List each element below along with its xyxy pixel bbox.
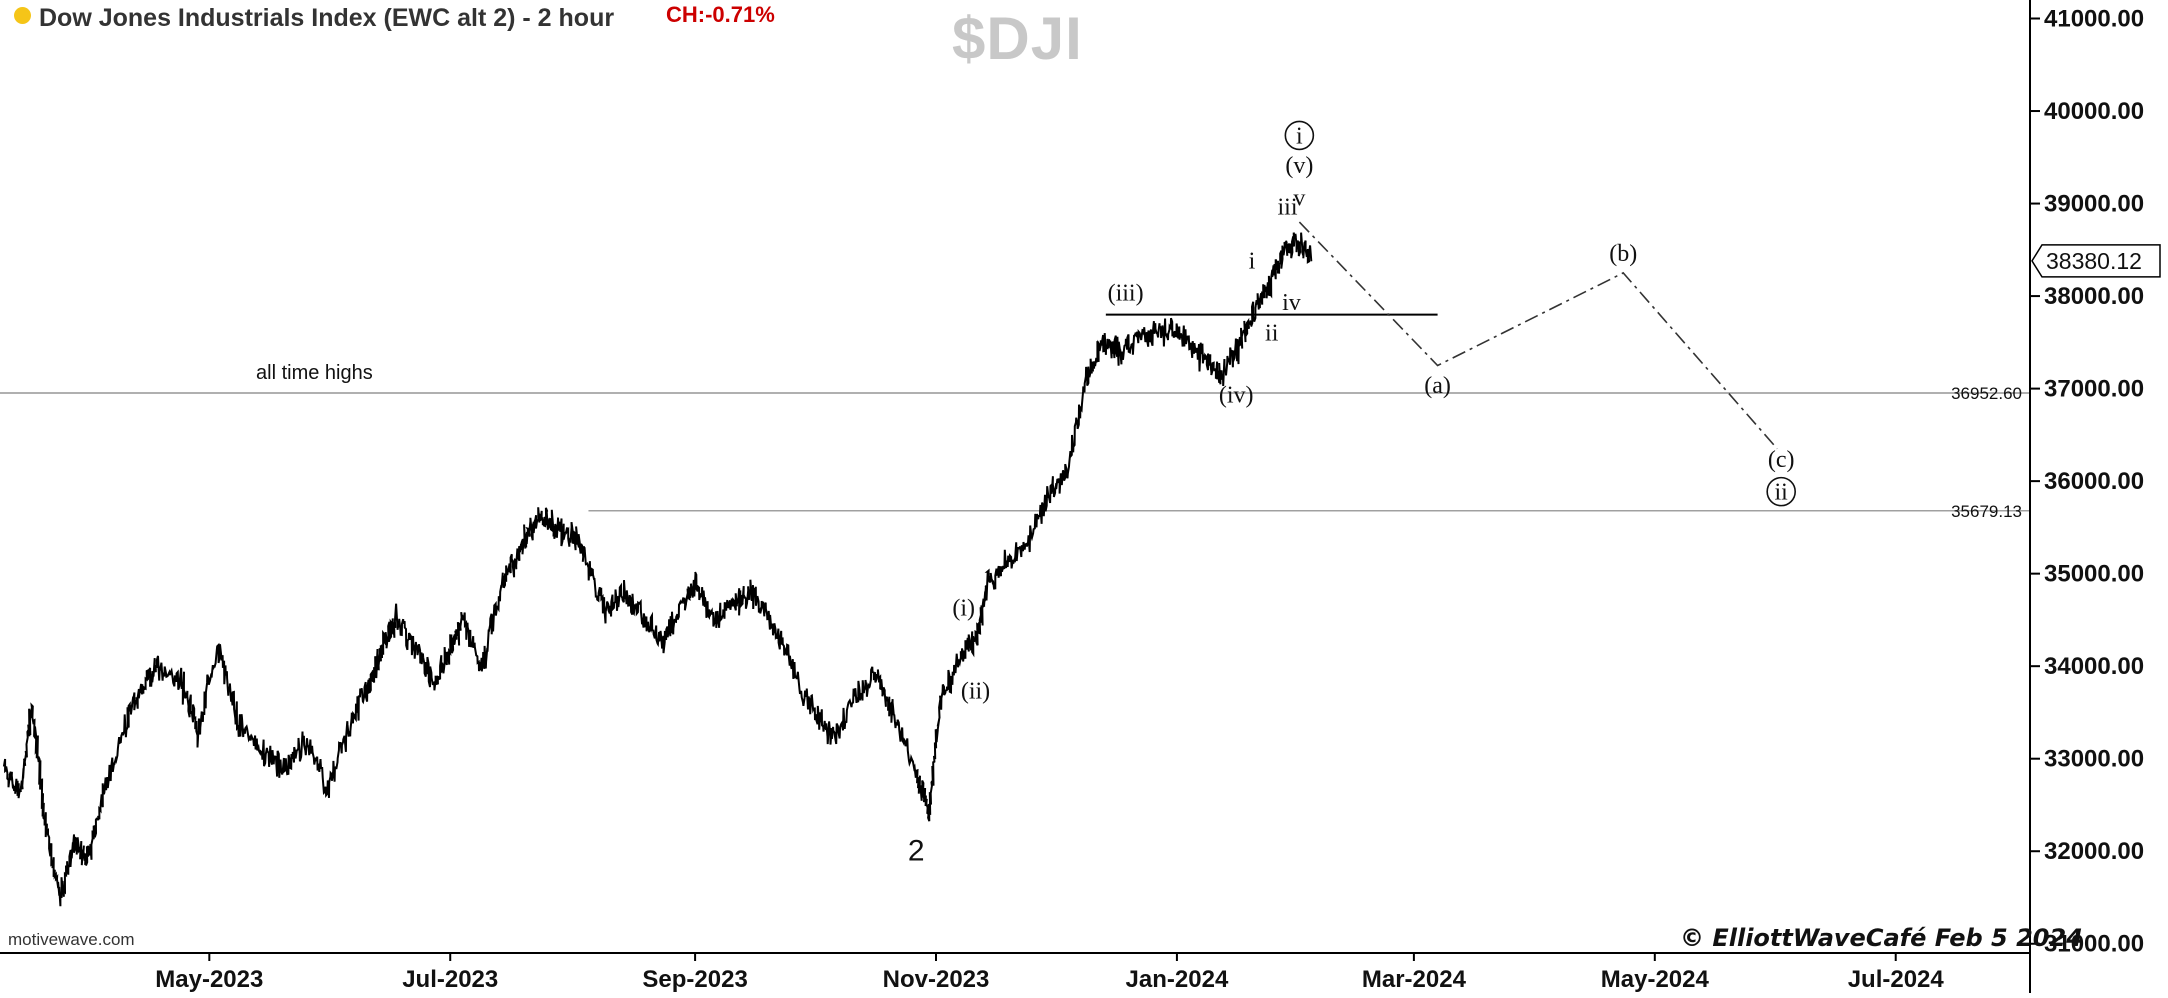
wave-label: (iii) bbox=[1108, 281, 1144, 307]
x-tick-label: Jul-2023 bbox=[402, 966, 498, 993]
wave-label-circle bbox=[1766, 476, 1796, 507]
wave-label-circle bbox=[1284, 120, 1315, 151]
price-line bbox=[2, 232, 1313, 907]
y-tick-label: 31000.00 bbox=[2044, 931, 2144, 958]
wave-label: v bbox=[1293, 185, 1305, 211]
x-tick-label: Jul-2024 bbox=[1848, 966, 1945, 993]
wave-label: i bbox=[1296, 123, 1303, 149]
all-time-highs-annotation: all time highs bbox=[256, 362, 373, 384]
wave-label: iii bbox=[1278, 195, 1298, 221]
y-tick-label: 40000.00 bbox=[2044, 98, 2144, 125]
x-axis: May-2023 Jul-2023 Sep-2023 Nov-2023 Jan-2024… bbox=[0, 952, 2030, 993]
x-tick-label: Nov-2023 bbox=[883, 966, 990, 993]
price-series bbox=[2, 232, 1313, 907]
wave-label: (b) bbox=[1609, 241, 1637, 267]
change-label: CH:-0.71% bbox=[666, 2, 775, 27]
status-dot-icon bbox=[14, 7, 31, 24]
x-tick-label: Jan-2024 bbox=[1126, 966, 1229, 993]
copyright-label: © ElliottWaveCafé Feb 5 2024 bbox=[1680, 924, 2083, 952]
y-tick-label: 36000.00 bbox=[2044, 468, 2144, 495]
x-tick-label: May-2023 bbox=[155, 966, 263, 993]
wave-labels: 2(i)(ii)(iii)(iv)iiiiiiivv(v)i(a)(b)(c)i… bbox=[908, 120, 1796, 867]
projection-line bbox=[1298, 221, 1778, 450]
wave-label: (a) bbox=[1424, 373, 1451, 399]
motivewave-watermark: motivewave.com bbox=[8, 930, 135, 949]
y-tick-label: 38000.00 bbox=[2044, 283, 2144, 310]
projection-path bbox=[1298, 221, 1778, 450]
chart-title: Dow Jones Industrials Index (EWC alt 2) … bbox=[14, 4, 614, 33]
y-tick-label: 35000.00 bbox=[2044, 561, 2144, 588]
x-tick-label: Sep-2023 bbox=[642, 966, 747, 993]
x-tick-label: May-2024 bbox=[1601, 966, 1710, 993]
reference-line-label: 36952.60 bbox=[1951, 384, 2022, 403]
y-axis: 31000.00 32000.00 33000.00 34000.00 35000.00… bbox=[2029, 0, 2144, 993]
wave-label: ii bbox=[1775, 480, 1789, 506]
wave-label: ii bbox=[1265, 320, 1279, 346]
reference-lines: 36952.60 35679.13 bbox=[0, 313, 2030, 521]
last-price-marker: 38380.12 bbox=[2031, 244, 2161, 278]
wave-label: iv bbox=[1282, 290, 1301, 316]
y-tick-label: 33000.00 bbox=[2044, 746, 2144, 773]
x-tick-label: Mar-2024 bbox=[1362, 966, 1467, 993]
reference-line-label: 35679.13 bbox=[1951, 502, 2022, 521]
y-tick-label: 41000.00 bbox=[2044, 6, 2144, 33]
wave-label: 2 bbox=[908, 834, 925, 867]
wave-label: i bbox=[1249, 248, 1256, 274]
y-tick-label: 32000.00 bbox=[2044, 838, 2144, 865]
y-tick-label: 37000.00 bbox=[2044, 376, 2144, 403]
wave-label: (c) bbox=[1768, 447, 1795, 473]
last-price-label: 38380.12 bbox=[2046, 248, 2142, 274]
wave-label: (ii) bbox=[961, 679, 990, 705]
wave-label: (iv) bbox=[1219, 382, 1254, 408]
y-tick-label: 34000.00 bbox=[2044, 653, 2144, 680]
symbol-watermark: $DJI bbox=[952, 5, 1083, 72]
last-price-box bbox=[2031, 244, 2161, 278]
chart-title-text: Dow Jones Industrials Index (EWC alt 2) … bbox=[39, 4, 615, 32]
wave-label: (v) bbox=[1285, 153, 1313, 179]
y-tick-label: 39000.00 bbox=[2044, 191, 2144, 218]
wave-label: (i) bbox=[952, 595, 975, 621]
